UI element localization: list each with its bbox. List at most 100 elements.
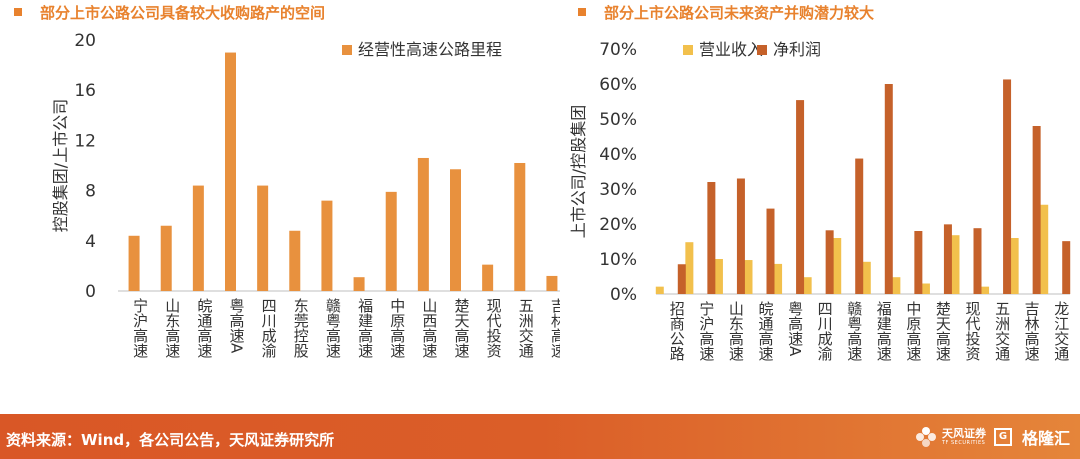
y-axis-title: 控股集团/上市公司 <box>51 99 70 232</box>
bar-profit <box>736 178 745 294</box>
bar-revenue <box>892 277 901 294</box>
gelonghui-logo-icon: G <box>993 428 1012 446</box>
bar-profit <box>1032 126 1041 294</box>
bar-profit <box>855 158 864 294</box>
x-tick-label: 吉林高速 <box>1023 301 1041 362</box>
gelonghui-watermark: 格隆汇 <box>1021 429 1070 448</box>
bar-mileage <box>321 200 333 291</box>
left-chart-title-text: 部分上市公路公司具备较大收购路产的空间 <box>40 4 326 22</box>
bar-revenue <box>951 235 960 294</box>
bar-mileage <box>385 191 397 291</box>
bar-profit <box>943 224 952 294</box>
y-tick-label: 4 <box>85 232 96 252</box>
x-tick-label: 赣粤高速 <box>324 298 342 359</box>
y-tick-label: 10% <box>599 250 637 270</box>
bar-revenue <box>833 238 842 294</box>
y-tick-label: 20 <box>74 31 96 51</box>
legend-swatch <box>757 45 767 55</box>
bar-revenue <box>1040 204 1049 294</box>
x-tick-label: 东莞控股 <box>292 298 310 359</box>
bar-mileage <box>546 275 558 291</box>
brand-name-en: TF SECURITIES <box>941 440 986 446</box>
legend-label: 经营性高速公路里程 <box>358 40 502 59</box>
x-tick-label: 中原高速 <box>388 298 406 359</box>
bar-profit <box>914 231 923 294</box>
bar-profit <box>707 182 716 294</box>
tianfeng-flower-icon <box>915 427 936 447</box>
bar-revenue <box>862 261 871 294</box>
x-tick-label: 中原高速 <box>904 301 922 362</box>
x-tick-label: 山东高速 <box>163 298 181 359</box>
bar-mileage <box>514 162 526 291</box>
source-note: 资料来源：Wind，各公司公告，天风证券研究所 <box>6 431 335 449</box>
bar-mileage <box>417 157 429 291</box>
bar-revenue <box>1010 238 1019 294</box>
x-tick-label: 楚天高速 <box>453 298 471 359</box>
bar-profit <box>825 230 834 294</box>
y-tick-label: 20% <box>599 215 637 235</box>
bar-mileage <box>128 235 140 291</box>
x-tick-label: 现代投资 <box>964 301 982 361</box>
x-tick-label: 吉林高速 <box>549 298 560 359</box>
bar-profit <box>884 84 893 294</box>
bar-profit <box>1003 79 1012 294</box>
brand-name-cn: 天风证券 <box>941 427 986 440</box>
bar-mileage <box>160 225 172 291</box>
title-bullet-icon <box>14 7 22 16</box>
brand-logos: 天风证券 TF SECURITIES G 格隆汇 <box>914 422 1070 452</box>
x-tick-label: 宁沪高速 <box>131 298 149 359</box>
y-tick-label: 30% <box>599 180 637 200</box>
x-tick-label: 粤高速A <box>228 297 246 354</box>
x-tick-label: 宁沪高速 <box>697 301 715 362</box>
bar-revenue <box>744 260 753 294</box>
footer-bar: 资料来源：Wind，各公司公告，天风证券研究所 天风证券 TF SECURITI… <box>0 414 1080 459</box>
x-tick-label: 四川成渝 <box>816 301 834 362</box>
bar-profit <box>766 208 775 294</box>
x-tick-label: 福建高速 <box>875 301 893 362</box>
y-tick-label: 60% <box>599 75 637 95</box>
legend-swatch <box>342 45 352 55</box>
x-tick-label: 现代投资 <box>485 298 503 358</box>
x-tick-label: 粤高速A <box>786 300 804 357</box>
legend-label: 净利润 <box>773 40 821 59</box>
y-tick-label: 50% <box>599 110 637 130</box>
x-tick-label: 五洲交通 <box>517 298 535 358</box>
y-tick-label: 16 <box>74 81 96 101</box>
right-chart-title-text: 部分上市公路公司未来资产并购潜力较大 <box>604 4 875 22</box>
y-tick-label: 70% <box>599 40 637 60</box>
bar-revenue <box>655 286 664 294</box>
bar-revenue <box>981 286 990 294</box>
bar-mileage <box>289 230 301 291</box>
y-axis-title: 上市公司/控股集团 <box>569 105 588 238</box>
x-tick-label: 皖通高速 <box>195 298 213 359</box>
x-tick-label: 龙江交通 <box>1052 301 1070 361</box>
y-tick-label: 40% <box>599 145 637 165</box>
legend-swatch <box>683 45 693 55</box>
legend-label: 营业收入 <box>699 40 763 59</box>
bar-revenue <box>714 259 723 294</box>
y-tick-label: 8 <box>85 182 96 202</box>
x-tick-label: 山东高速 <box>727 301 745 362</box>
bar-mileage <box>353 277 365 291</box>
bar-profit <box>796 100 805 294</box>
x-tick-label: 招商公路 <box>668 301 686 361</box>
bar-mileage <box>225 52 236 291</box>
title-bullet-icon <box>578 7 586 16</box>
bar-profit <box>973 228 982 294</box>
left-chart-title: 部分上市公路公司具备较大收购路产的空间 <box>14 2 325 23</box>
x-tick-label: 山西高速 <box>420 298 438 359</box>
bar-revenue <box>921 283 930 294</box>
bar-revenue <box>803 277 812 294</box>
bar-profit <box>677 264 686 294</box>
x-tick-label: 五洲交通 <box>993 301 1011 361</box>
right-chart-title: 部分上市公路公司未来资产并购潜力较大 <box>578 2 874 23</box>
bar-revenue <box>774 263 783 294</box>
y-tick-label: 0 <box>85 282 96 302</box>
bar-mileage <box>192 185 204 291</box>
y-tick-label: 12 <box>74 131 96 151</box>
bar-revenue <box>685 242 694 294</box>
bar-mileage <box>450 169 461 291</box>
x-tick-label: 赣粤高速 <box>845 301 863 362</box>
